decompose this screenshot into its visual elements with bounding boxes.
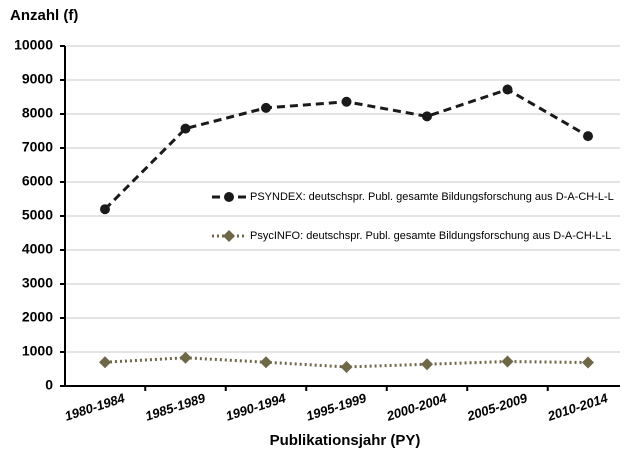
- y-tick-label: 10000: [14, 37, 53, 53]
- x-tick-label: 2005-2009: [464, 390, 529, 424]
- y-tick-label: 6000: [22, 173, 53, 189]
- x-tick-label: 1980-1984: [63, 390, 127, 424]
- data-point: [340, 360, 353, 373]
- y-tick-label: 2000: [22, 309, 53, 325]
- y-tick-label: 1000: [22, 343, 53, 359]
- y-tick-label: 0: [45, 377, 53, 393]
- legend-marker: [223, 230, 235, 242]
- y-tick-label: 5000: [22, 207, 53, 223]
- data-point: [179, 351, 192, 364]
- data-point: [260, 356, 272, 369]
- y-tick-label: 8000: [22, 105, 53, 121]
- data-point: [421, 358, 433, 371]
- data-point: [502, 84, 513, 95]
- data-point: [582, 356, 594, 369]
- data-point: [180, 123, 191, 134]
- legend-marker: [224, 192, 234, 202]
- data-point: [422, 111, 432, 122]
- y-tick-label: 3000: [22, 275, 53, 291]
- y-axis-title: Anzahl (f): [10, 7, 78, 24]
- legend-label: PsycINFO: deutschspr. Publ. gesamte Bild…: [250, 230, 611, 242]
- x-tick-label: 2000-2004: [384, 390, 449, 424]
- data-point: [100, 204, 110, 215]
- data-point: [99, 356, 111, 369]
- data-point: [261, 102, 271, 113]
- data-point: [501, 355, 514, 368]
- y-tick-label: 4000: [22, 241, 53, 257]
- y-tick-label: 7000: [22, 139, 53, 155]
- x-tick-label: 1995-1999: [304, 390, 368, 424]
- x-tick-label: 1985-1989: [143, 390, 207, 424]
- x-tick-label: 2010-2014: [545, 390, 610, 424]
- x-tick-label: 1990-1994: [224, 390, 288, 424]
- y-tick-label: 9000: [22, 71, 53, 87]
- data-point: [583, 131, 593, 142]
- x-axis-title: Publikationsjahr (PY): [270, 432, 421, 449]
- data-point: [341, 96, 352, 107]
- legend-label: PSYNDEX: deutschspr. Publ. gesamte Bildu…: [250, 191, 614, 203]
